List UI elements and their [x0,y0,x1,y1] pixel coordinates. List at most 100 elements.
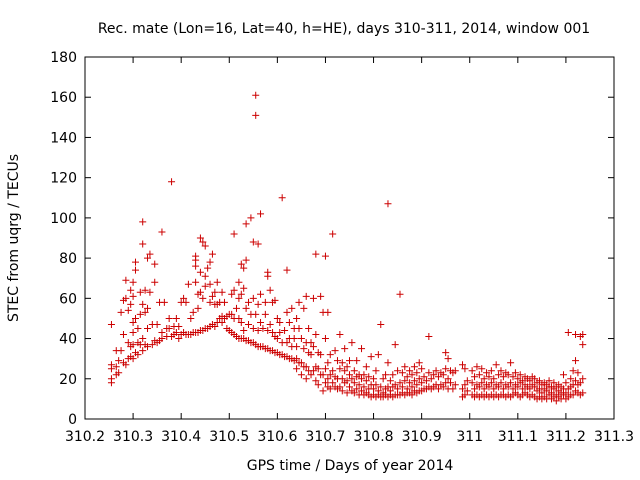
data-point [245,320,253,328]
data-point [237,318,245,326]
data-point [413,381,421,389]
data-point [249,325,257,332]
data-point [206,298,214,306]
data-point [129,278,137,286]
data-point [144,304,152,312]
data-point [408,383,416,391]
data-point [459,361,467,369]
data-point [408,371,416,379]
data-point [468,379,476,387]
y-tick-label: 160 [50,90,77,106]
data-point [146,288,154,296]
y-tick-label: 60 [59,291,77,307]
data-point [220,298,228,306]
data-point [362,377,370,385]
data-point [490,385,498,393]
data-point [372,381,380,389]
data-point [249,294,257,302]
data-point [391,341,399,349]
data-point [192,262,200,270]
data-point [107,361,115,369]
data-point [572,377,580,385]
data-point [432,367,440,375]
data-point [148,341,156,349]
data-point [278,194,286,202]
data-point [420,373,428,381]
data-point [319,387,327,395]
data-point [211,288,219,296]
data-point [514,375,522,383]
data-point [358,345,366,353]
data-point [240,327,248,335]
data-point [297,335,305,343]
data-points [107,91,587,405]
data-point [129,355,137,363]
data-point [483,369,491,377]
data-point [204,264,212,272]
data-point [394,367,402,375]
data-point [439,383,447,391]
data-point [418,365,426,373]
data-point [122,361,130,369]
data-point [346,383,353,391]
data-point [131,266,139,274]
data-point [196,268,204,276]
data-point [252,111,260,119]
y-tick-label: 180 [50,50,77,66]
data-point [160,298,168,306]
data-point [136,310,144,318]
data-point [276,318,284,326]
data-point [370,385,378,393]
data-point [461,381,469,389]
data-point [408,391,416,399]
data-point [144,343,152,351]
data-point [526,385,534,393]
data-point [264,272,272,280]
data-point [307,339,315,347]
x-tick-label: 310.2 [65,429,105,445]
data-point [480,385,488,393]
data-point [384,200,392,208]
data-point [430,371,438,379]
data-point [463,377,471,385]
data-point [314,365,322,373]
data-point [471,373,479,381]
data-point [346,371,353,379]
data-point [377,320,385,328]
data-point [261,298,269,306]
data-point [326,351,334,359]
x-axis-label: GPS time / Days of year 2014 [247,458,454,474]
data-point [136,288,144,296]
data-point [507,379,515,387]
data-point [353,385,361,393]
data-point [343,389,351,397]
data-point [307,371,315,379]
data-point [228,290,236,298]
data-point [338,359,346,367]
data-point [367,353,375,361]
data-point [300,345,308,353]
data-point [245,298,253,306]
data-point [283,308,291,316]
data-point [569,367,577,375]
data-point [134,351,142,359]
y-tick-label: 120 [50,171,77,187]
data-point [119,331,127,339]
data-point [117,347,125,355]
data-point [201,282,209,290]
data-point [511,369,519,377]
data-point [338,387,346,395]
data-point [576,379,584,387]
data-point [471,385,479,393]
data-point [398,369,406,377]
y-axis-label: STEC from uqrg / TECUs [6,154,22,322]
data-point [336,331,344,339]
x-tick-label: 310.9 [402,429,442,445]
data-point [396,379,404,387]
data-point [206,258,214,266]
data-point [374,387,382,395]
data-point [406,367,414,375]
data-point [449,385,457,393]
data-point [350,389,358,397]
